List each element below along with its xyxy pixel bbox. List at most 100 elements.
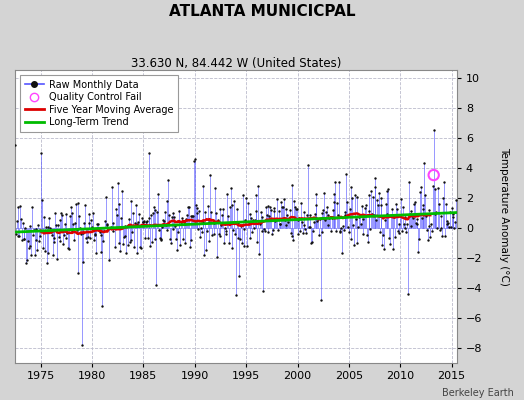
Point [439, 195, 447, 201]
Point [133, 250, 141, 256]
Point [246, 211, 255, 217]
Point [344, 224, 352, 230]
Point [353, 193, 361, 200]
Point [67, 228, 75, 234]
Point [438, 233, 446, 239]
Point [70, 237, 78, 243]
Point [267, 207, 275, 214]
Point [311, 210, 319, 217]
Point [169, 210, 178, 216]
Point [139, 219, 148, 226]
Point [114, 179, 122, 186]
Point [184, 204, 193, 210]
Point [56, 238, 64, 244]
Point [142, 219, 150, 226]
Point [334, 178, 343, 185]
Point [369, 212, 378, 218]
Point [446, 209, 454, 215]
Point [11, 142, 19, 148]
Point [65, 246, 73, 253]
Point [147, 212, 155, 218]
Point [144, 235, 152, 241]
Point [418, 215, 426, 222]
Point [279, 204, 287, 210]
Point [129, 210, 137, 217]
Text: ATLANTA MUNICICPAL: ATLANTA MUNICICPAL [169, 4, 355, 19]
Point [85, 220, 94, 226]
Point [272, 216, 280, 222]
Point [126, 198, 135, 204]
Point [183, 212, 191, 218]
Point [211, 185, 220, 191]
Point [72, 201, 80, 207]
Point [73, 200, 82, 207]
Point [331, 179, 340, 186]
Point [198, 219, 206, 226]
Point [345, 229, 353, 235]
Point [334, 212, 342, 218]
Point [341, 212, 349, 218]
Point [318, 229, 326, 235]
Point [367, 188, 375, 194]
Point [365, 208, 374, 214]
Point [233, 234, 242, 241]
Point [153, 209, 161, 216]
Point [202, 247, 210, 254]
Point [416, 188, 424, 195]
Point [409, 215, 417, 221]
Point [80, 220, 89, 226]
Point [13, 218, 21, 224]
Point [349, 222, 357, 228]
Point [381, 217, 389, 223]
Point [330, 199, 339, 205]
Point [126, 239, 134, 245]
Point [256, 220, 264, 227]
Point [47, 229, 55, 236]
Point [341, 209, 350, 215]
Point [172, 247, 181, 253]
Point [406, 211, 414, 217]
Point [400, 225, 409, 231]
Point [290, 198, 298, 204]
Point [89, 210, 97, 216]
Point [343, 198, 352, 205]
Point [148, 239, 156, 245]
Point [364, 192, 373, 198]
Point [122, 250, 130, 256]
Point [410, 201, 418, 208]
Point [431, 186, 440, 192]
Point [151, 207, 160, 213]
Point [301, 225, 310, 232]
Point [297, 200, 305, 206]
Point [187, 237, 195, 243]
Point [244, 199, 252, 206]
Point [118, 188, 126, 194]
Point [287, 230, 295, 237]
Point [268, 227, 277, 233]
Point [433, 224, 441, 231]
Point [170, 214, 179, 220]
Point [150, 236, 159, 243]
Point [257, 213, 266, 220]
Point [165, 212, 173, 218]
Point [402, 229, 410, 235]
Point [285, 215, 293, 222]
Point [298, 219, 306, 225]
Point [97, 232, 106, 238]
Point [95, 225, 103, 232]
Point [307, 240, 315, 246]
Point [12, 231, 20, 238]
Point [271, 218, 279, 224]
Point [447, 205, 456, 212]
Point [64, 245, 72, 251]
Point [173, 229, 182, 236]
Point [199, 182, 208, 189]
Point [134, 219, 143, 226]
Point [29, 232, 37, 238]
Point [264, 229, 272, 236]
Point [418, 201, 427, 208]
Point [219, 205, 227, 212]
Point [37, 197, 46, 204]
Point [95, 229, 104, 236]
Point [49, 252, 57, 258]
